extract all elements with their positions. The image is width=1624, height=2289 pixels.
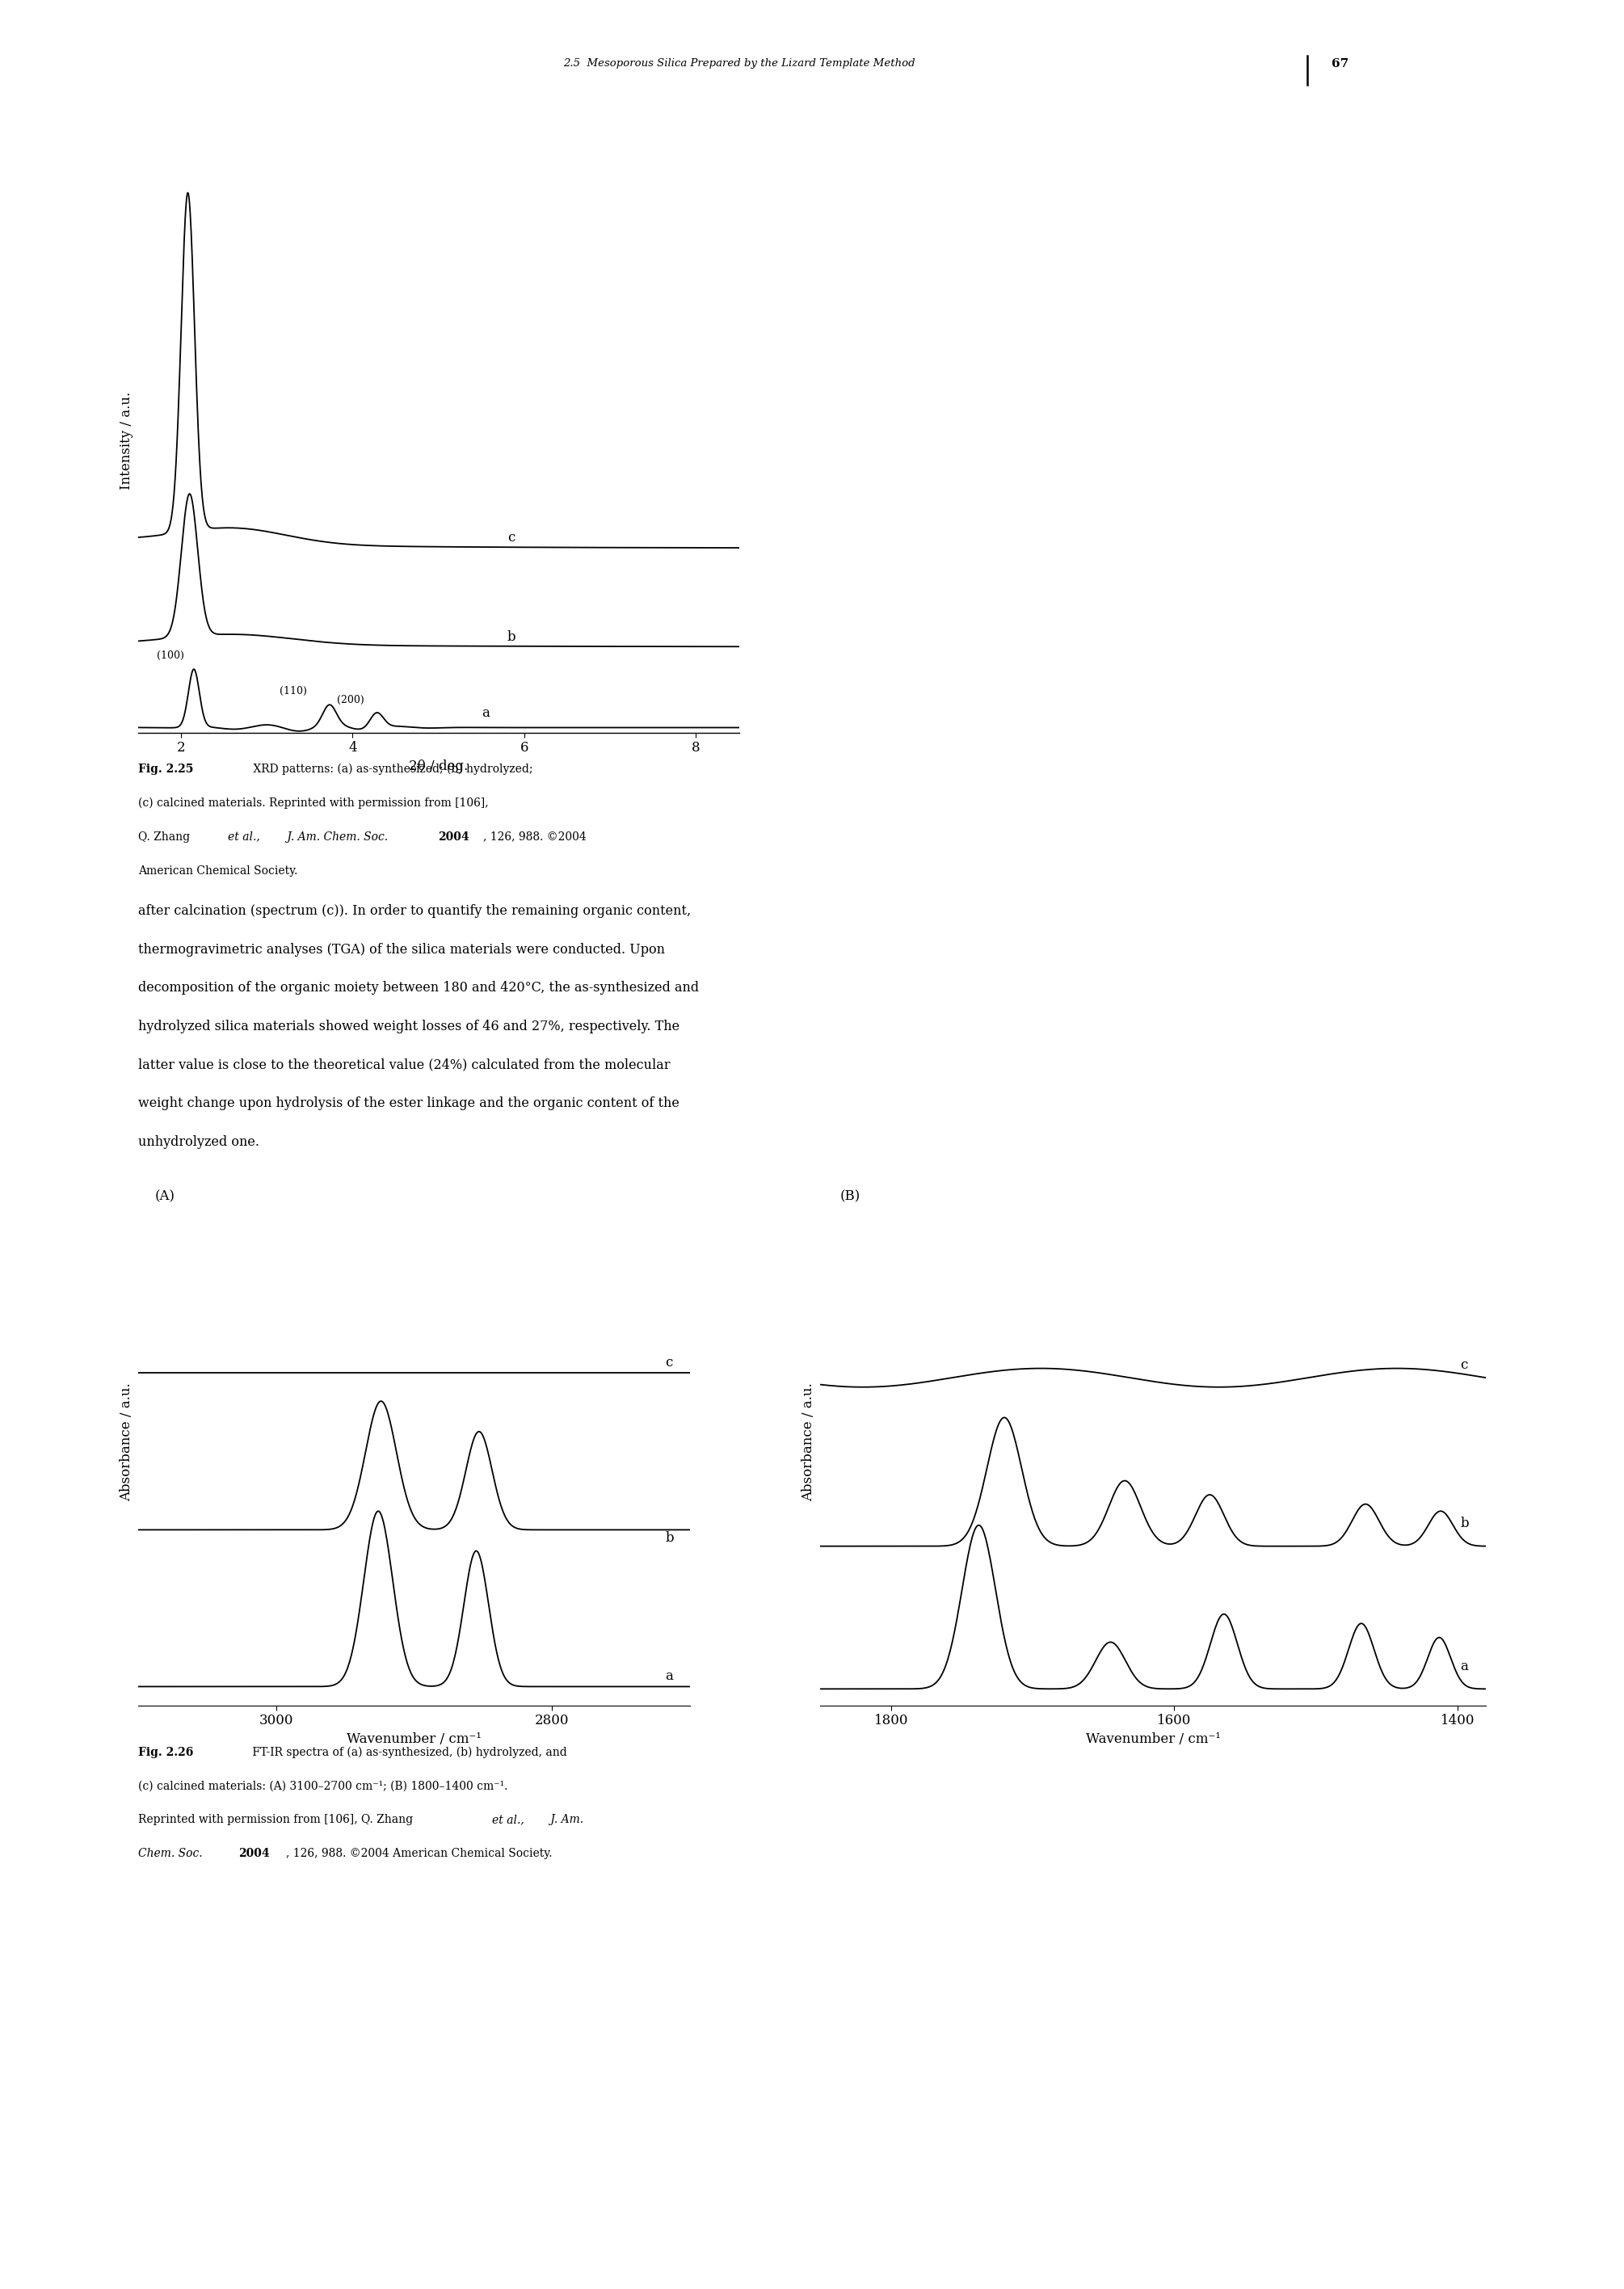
- Text: 2.5  Mesoporous Silica Prepared by the Lizard Template Method: 2.5 Mesoporous Silica Prepared by the Li…: [564, 60, 914, 69]
- X-axis label: 2θ / deg.: 2θ / deg.: [409, 760, 468, 774]
- Text: thermogravimetric analyses (TGA) of the silica materials were conducted. Upon: thermogravimetric analyses (TGA) of the …: [138, 943, 664, 957]
- Text: b: b: [1460, 1518, 1470, 1531]
- Text: (200): (200): [338, 696, 364, 705]
- Text: hydrolyzed silica materials showed weight losses of 46 and 27%, respectively. Th: hydrolyzed silica materials showed weigh…: [138, 1019, 679, 1032]
- Y-axis label: Absorbance / a.u.: Absorbance / a.u.: [120, 1383, 133, 1502]
- Text: 67: 67: [1332, 60, 1350, 69]
- Text: (A): (A): [154, 1190, 175, 1204]
- Text: c: c: [666, 1355, 672, 1369]
- Text: a: a: [481, 705, 489, 719]
- Text: b: b: [507, 629, 516, 643]
- Text: J. Am.: J. Am.: [547, 1815, 583, 1827]
- Text: a: a: [666, 1669, 674, 1682]
- Text: a: a: [1460, 1660, 1468, 1673]
- Text: et al.,: et al.,: [492, 1815, 525, 1827]
- Text: (c) calcined materials. Reprinted with permission from [106],: (c) calcined materials. Reprinted with p…: [138, 797, 489, 808]
- Text: after calcination (spectrum (c)). In order to quantify the remaining organic con: after calcination (spectrum (c)). In ord…: [138, 904, 690, 918]
- X-axis label: Wavenumber / cm⁻¹: Wavenumber / cm⁻¹: [1085, 1733, 1221, 1747]
- Text: (100): (100): [158, 650, 184, 662]
- Text: Q. Zhang: Q. Zhang: [138, 831, 193, 842]
- Text: Fig. 2.26: Fig. 2.26: [138, 1747, 193, 1758]
- Text: b: b: [666, 1531, 674, 1545]
- Text: 2004: 2004: [239, 1847, 270, 1859]
- Text: Fig. 2.25: Fig. 2.25: [138, 765, 193, 774]
- Text: XRD patterns: (a) as-synthesized; (b) hydrolyzed;: XRD patterns: (a) as-synthesized; (b) hy…: [250, 765, 533, 776]
- Text: , 126, 988. ©2004 American Chemical Society.: , 126, 988. ©2004 American Chemical Soci…: [286, 1847, 552, 1859]
- Text: (c) calcined materials: (A) 3100–2700 cm⁻¹; (B) 1800–1400 cm⁻¹.: (c) calcined materials: (A) 3100–2700 cm…: [138, 1781, 508, 1792]
- Text: American Chemical Society.: American Chemical Society.: [138, 865, 297, 877]
- Text: Chem. Soc.: Chem. Soc.: [138, 1847, 206, 1859]
- Text: (110): (110): [279, 687, 307, 696]
- Text: unhydrolyzed one.: unhydrolyzed one.: [138, 1135, 260, 1149]
- X-axis label: Wavenumber / cm⁻¹: Wavenumber / cm⁻¹: [346, 1733, 482, 1747]
- Text: weight change upon hydrolysis of the ester linkage and the organic content of th: weight change upon hydrolysis of the est…: [138, 1096, 679, 1110]
- Text: 2004: 2004: [438, 831, 469, 842]
- Text: Reprinted with permission from [106], Q. Zhang: Reprinted with permission from [106], Q.…: [138, 1815, 416, 1827]
- Text: (B): (B): [840, 1190, 861, 1204]
- Y-axis label: Intensity / a.u.: Intensity / a.u.: [120, 391, 133, 490]
- Text: , 126, 988. ©2004: , 126, 988. ©2004: [484, 831, 586, 842]
- Text: et al.,: et al.,: [229, 831, 260, 842]
- Text: c: c: [507, 531, 515, 545]
- Text: FT-IR spectra of (a) as-synthesized, (b) hydrolyzed, and: FT-IR spectra of (a) as-synthesized, (b)…: [248, 1747, 567, 1758]
- Text: decomposition of the organic moiety between 180 and 420°C, the as-synthesized an: decomposition of the organic moiety betw…: [138, 982, 698, 996]
- Text: c: c: [1460, 1357, 1468, 1371]
- Y-axis label: Absorbance / a.u.: Absorbance / a.u.: [802, 1383, 815, 1502]
- Text: latter value is close to the theoretical value (24%) calculated from the molecul: latter value is close to the theoretical…: [138, 1058, 671, 1071]
- Text: J. Am. Chem. Soc.: J. Am. Chem. Soc.: [284, 831, 391, 842]
